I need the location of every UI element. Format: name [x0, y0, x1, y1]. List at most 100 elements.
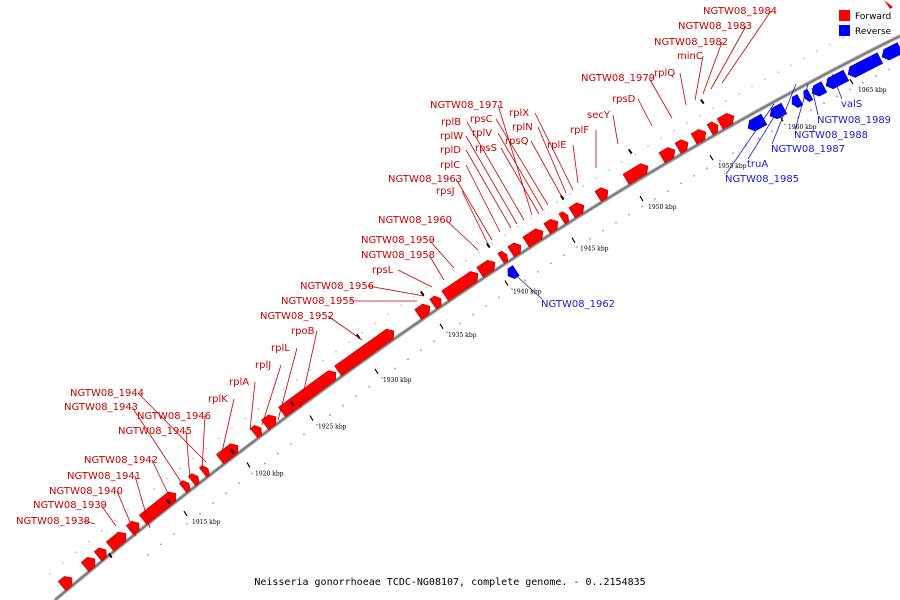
strand-marker	[486, 242, 491, 249]
scale-dot	[719, 159, 721, 162]
tick-mark	[849, 78, 854, 85]
scale-dot	[803, 57, 805, 59]
scale-dot	[706, 167, 708, 170]
gene-label-forward: NGTW08_1982	[654, 37, 728, 48]
forward-gene-block	[594, 187, 609, 202]
gene-label-reverse: NGTW08_1989	[817, 115, 891, 126]
scale-dot	[179, 467, 181, 470]
scale-dot	[420, 349, 422, 352]
scale-dot	[381, 376, 383, 379]
gene-label-forward: NGTW08_1946	[137, 411, 211, 422]
scale-dot	[101, 530, 103, 532]
gene-label-forward: NGTW08_1960	[378, 215, 452, 226]
scale-dot	[784, 123, 786, 126]
gene-label-forward: NGTW08_1955	[281, 296, 355, 307]
scale-dot	[452, 268, 454, 271]
scale-dot	[654, 198, 656, 200]
label-leader-forward	[116, 490, 137, 537]
tick-mark	[709, 154, 714, 161]
scale-dot	[348, 341, 350, 343]
scale-dot	[225, 492, 227, 495]
scale-dot	[751, 85, 753, 88]
gene-label-forward: NGTW08_1959	[361, 235, 435, 246]
gene-label-reverse: truA	[747, 159, 768, 170]
scale-dot	[342, 404, 344, 407]
strand-marker	[627, 148, 633, 155]
forward-gene-block	[690, 129, 707, 145]
scale-dot	[641, 205, 643, 208]
scale-dot	[647, 145, 649, 147]
label-leader-forward	[445, 219, 479, 251]
forward-gene-block	[522, 228, 544, 248]
forward-gene-block	[93, 547, 107, 562]
forward-gene-block	[215, 443, 239, 465]
scale-dot	[680, 182, 682, 185]
tick-label: 1965 kbp	[858, 87, 887, 94]
forward-gene-block	[476, 259, 496, 278]
gene-label-forward: NGTW08_1940	[49, 486, 123, 497]
gene-label-forward: minC	[677, 51, 703, 62]
gene-label-forward: rplF	[570, 125, 589, 136]
scale-dot	[615, 221, 617, 224]
reverse-gene-block	[747, 113, 768, 132]
tick-label: 1920 kbp	[255, 470, 284, 477]
label-leader-forward	[201, 415, 206, 471]
scale-dot	[407, 358, 409, 361]
gene-label-reverse: NGTW08_1962	[541, 299, 615, 310]
legend: Forward Reverse	[839, 0, 893, 37]
scale-dot	[192, 457, 194, 460]
scale-dot	[368, 386, 370, 388]
label-leader-forward	[465, 149, 512, 229]
scale-dot	[810, 109, 812, 112]
scale-dot	[329, 414, 331, 416]
forward-gene-block	[507, 242, 522, 258]
forward-gene-block	[441, 271, 479, 302]
tick-label: 1935 kbp	[448, 332, 477, 339]
scale-dot	[485, 305, 487, 307]
scale-dot	[173, 533, 175, 535]
scale-dot	[537, 270, 539, 273]
gene-label-forward: rplN	[512, 122, 533, 133]
scale-dot	[524, 279, 526, 282]
gene-label-forward: NGTW08_1984	[703, 6, 777, 17]
forward-gene-block	[57, 576, 73, 592]
scale-dot	[309, 369, 311, 371]
label-leader-reverse	[747, 103, 783, 160]
scale-dot	[413, 295, 415, 298]
scale-dot	[576, 246, 578, 248]
label-leader-forward	[397, 269, 433, 288]
gene-label-forward: rplL	[271, 343, 290, 354]
strand-marker	[699, 98, 705, 105]
reverse-gene-block	[881, 42, 900, 61]
label-leader-forward	[537, 126, 567, 194]
label-leader-forward	[131, 406, 186, 489]
scale-dot	[244, 417, 246, 420]
label-leader-forward	[465, 135, 518, 225]
scale-dot	[491, 243, 493, 245]
scale-dot	[855, 30, 857, 32]
gene-label-forward: rpsD	[612, 94, 636, 105]
gene-label-reverse: NGTW08_1987	[771, 144, 845, 155]
scale-dot	[472, 313, 474, 316]
label-leader-forward	[466, 121, 525, 221]
reverse-gene-block	[847, 52, 884, 78]
legend-forward-swatch	[839, 10, 850, 21]
scale-dot	[732, 152, 734, 155]
gene-labels: NGTW08_1938 NGTW08_1939 NGTW08_1940 NGTW08_…	[16, 6, 891, 527]
scale-dot	[777, 71, 779, 73]
gene-label-forward: rplB	[441, 117, 461, 128]
gene-label-forward: NGTW08_1944	[70, 388, 144, 399]
scale-dot	[465, 260, 467, 262]
scale-dot	[563, 254, 565, 256]
scale-dot	[634, 153, 636, 155]
forward-gene-block	[105, 531, 127, 552]
gene-label-forward: NGTW08_1979	[581, 73, 655, 84]
reverse-gene-block	[507, 265, 520, 280]
label-leader-reverse	[771, 83, 797, 145]
scale-dot	[693, 174, 695, 177]
gene-label-forward: NGTW08_1939	[33, 500, 107, 511]
gene-label-forward: rplD	[440, 145, 461, 156]
scale-dot	[842, 37, 844, 39]
forward-gene-block	[414, 303, 431, 320]
